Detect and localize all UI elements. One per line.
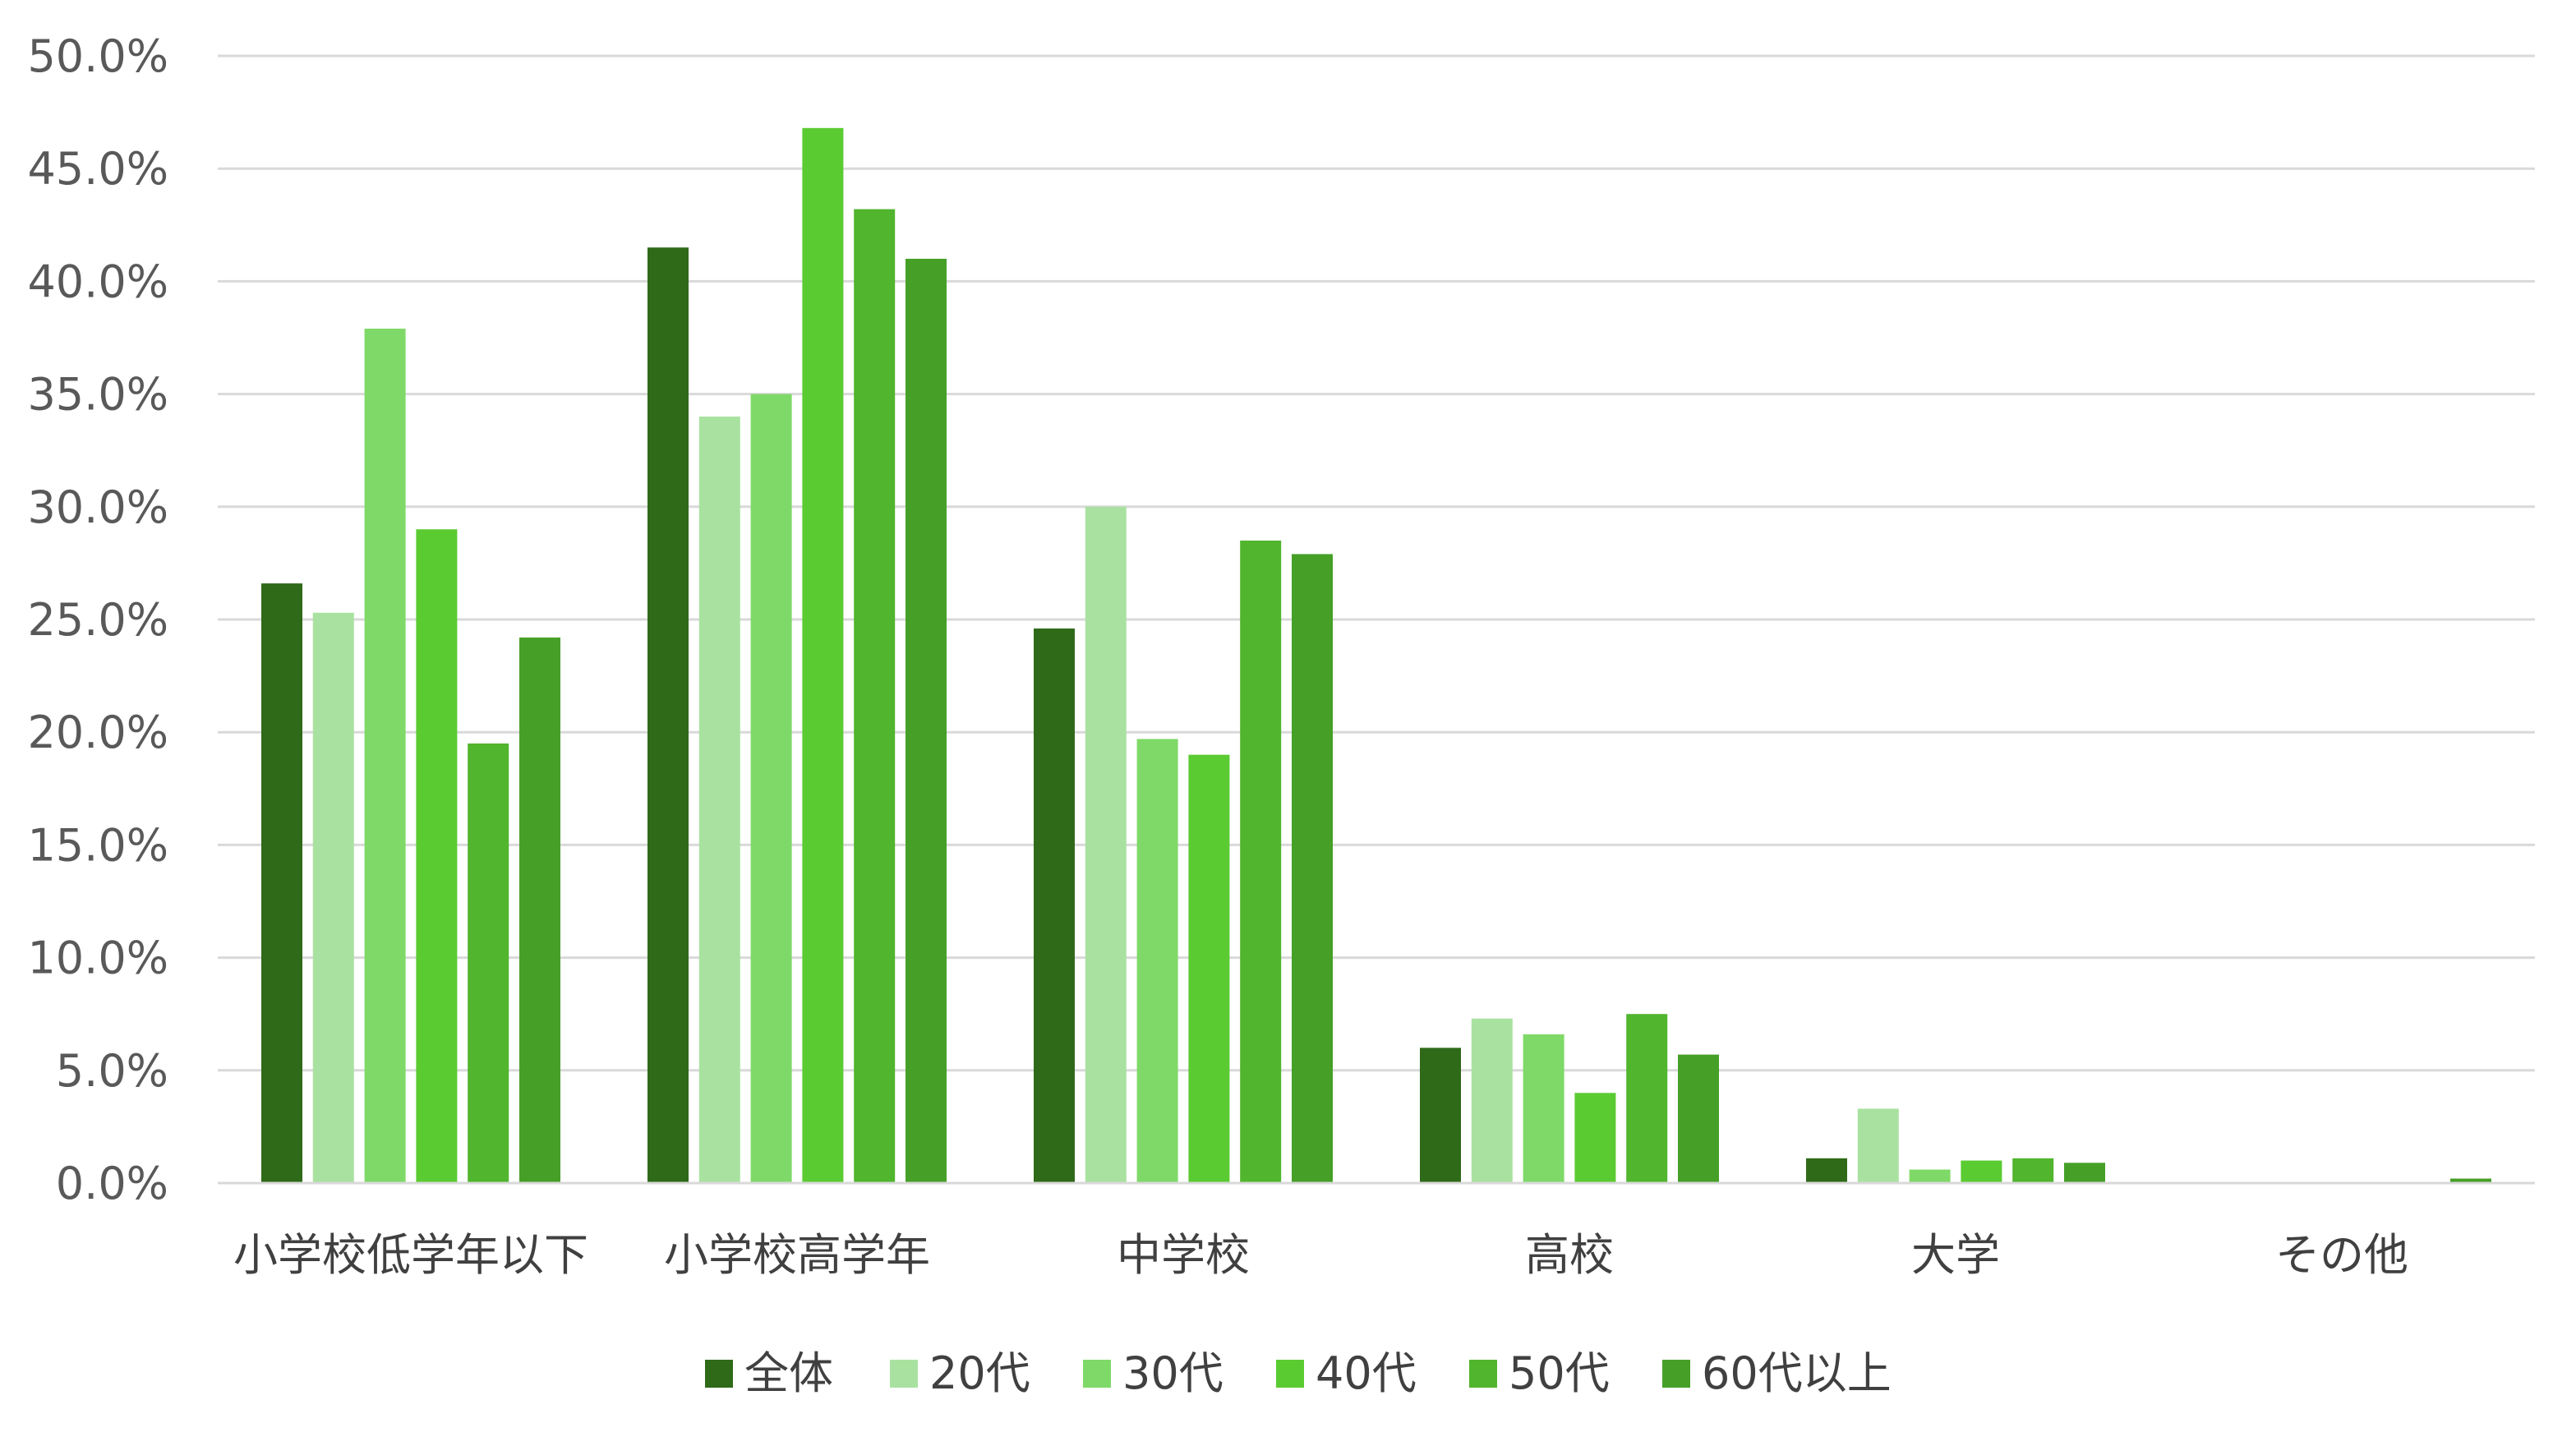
y-tick-label: 0.0% [56, 1158, 168, 1209]
bar [802, 127, 844, 1184]
x-category-label: 高校 [1525, 1229, 1614, 1281]
x-category-label: その他 [2275, 1229, 2408, 1281]
legend-label: 40代 [1316, 1347, 1417, 1399]
y-tick-label: 15.0% [27, 819, 168, 871]
bar [1574, 1093, 1616, 1183]
legend-label: 全体 [744, 1347, 833, 1399]
y-tick-label: 30.0% [27, 481, 168, 533]
bar [906, 258, 947, 1184]
bar [1188, 754, 1230, 1183]
bar [1961, 1160, 2002, 1183]
y-tick-label: 45.0% [27, 143, 168, 195]
bar [261, 583, 302, 1183]
legend-swatch [1469, 1360, 1497, 1388]
legend-swatch [890, 1360, 918, 1388]
legend-label: 60代以上 [1702, 1347, 1892, 1399]
bar [1471, 1018, 1513, 1183]
legend: 全体 20代 30代 40代 50代 60代以上 [705, 1347, 1892, 1399]
bar [647, 247, 689, 1183]
bar [1085, 506, 1127, 1183]
bar [1523, 1034, 1564, 1183]
x-category-label: 大学 [1911, 1229, 2000, 1281]
bar [416, 529, 458, 1183]
legend-swatch [1662, 1360, 1690, 1388]
y-tick-label: 40.0% [27, 256, 168, 307]
bar [519, 637, 560, 1183]
bar [312, 612, 354, 1183]
legend-swatch [1083, 1360, 1111, 1388]
legend-label: 50代 [1509, 1347, 1610, 1399]
x-category-label: 小学校高学年 [664, 1229, 930, 1281]
bar [854, 209, 896, 1183]
bar [698, 417, 740, 1183]
legend-swatch [705, 1360, 733, 1388]
bar [1240, 540, 1282, 1183]
bar [1136, 739, 1178, 1183]
y-tick-label: 25.0% [27, 594, 168, 646]
x-category-label: 小学校低学年以下 [233, 1229, 588, 1281]
x-axis-category-labels: 小学校低学年以下 小学校高学年 中学校 高校 大学 その他 [233, 1229, 2408, 1281]
y-tick-label: 5.0% [56, 1045, 168, 1097]
bar [1806, 1158, 1847, 1183]
bar [1420, 1048, 1461, 1183]
bar [2012, 1158, 2054, 1183]
bar [750, 394, 792, 1184]
bar [1292, 554, 1333, 1183]
bar [2064, 1163, 2105, 1183]
bar [1909, 1169, 1951, 1183]
y-tick-label: 20.0% [27, 707, 168, 758]
y-tick-label: 10.0% [27, 933, 168, 984]
gridlines [218, 54, 2535, 1072]
bar [468, 743, 509, 1183]
bar [1857, 1108, 1899, 1183]
legend-label: 20代 [929, 1347, 1030, 1399]
x-category-label: 中学校 [1117, 1229, 1250, 1281]
bars [261, 127, 2491, 1184]
bar [2450, 1178, 2491, 1183]
bar [1678, 1054, 1719, 1183]
legend-label: 30代 [1122, 1347, 1223, 1399]
y-axis-tick-labels: 0.0% 5.0% 10.0% 15.0% 20.0% 25.0% 30.0% 35.0% 40… [27, 30, 168, 1209]
bar [364, 329, 406, 1184]
bar [1034, 628, 1075, 1183]
legend-swatch [1276, 1360, 1304, 1388]
y-tick-label: 50.0% [27, 30, 168, 82]
y-tick-label: 35.0% [27, 369, 168, 421]
bar [1626, 1014, 1668, 1183]
